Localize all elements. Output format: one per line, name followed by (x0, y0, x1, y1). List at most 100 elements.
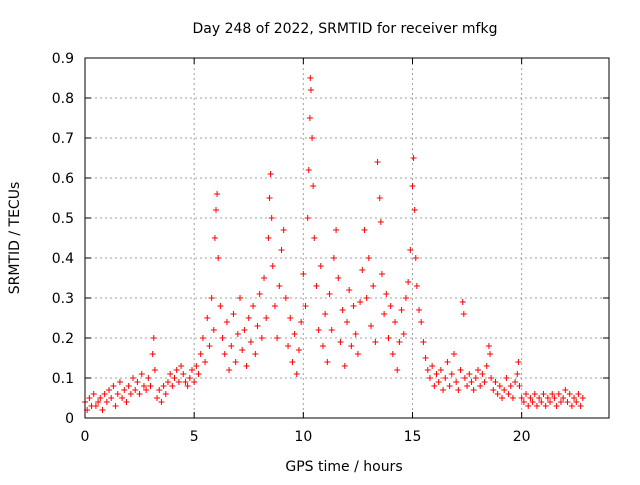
y-tick-label: 0.4 (52, 251, 74, 267)
data-point (271, 303, 278, 309)
data-point (125, 383, 132, 389)
data-point (450, 351, 457, 357)
data-point (202, 359, 209, 365)
data-point (555, 391, 562, 397)
data-point (245, 315, 252, 321)
data-point (344, 319, 350, 325)
data-point (173, 367, 180, 373)
data-point (307, 87, 314, 93)
data-point (459, 299, 466, 305)
data-points (82, 75, 586, 413)
data-point (514, 371, 521, 377)
y-tick-label: 0.2 (52, 331, 74, 347)
x-tick-label: 10 (294, 429, 312, 445)
data-point (132, 387, 139, 393)
data-point (121, 387, 128, 393)
data-point (214, 191, 221, 197)
data-point (92, 403, 99, 409)
data-point (335, 275, 342, 281)
data-point (509, 395, 516, 401)
data-point (221, 351, 228, 357)
data-point (328, 327, 335, 333)
data-point (363, 295, 370, 301)
data-point (420, 339, 427, 345)
data-point (230, 311, 237, 317)
data-point (529, 399, 536, 405)
data-point (536, 395, 543, 401)
data-point (298, 319, 305, 325)
data-point (213, 207, 219, 213)
data-point (376, 195, 383, 201)
data-point (333, 227, 340, 233)
data-point (319, 343, 326, 349)
data-point (568, 403, 575, 409)
data-point (547, 399, 554, 405)
data-point (211, 235, 218, 241)
data-point (431, 383, 438, 389)
data-point (487, 351, 494, 357)
data-point (411, 207, 418, 213)
data-point (276, 283, 283, 289)
data-point (164, 379, 171, 385)
data-point (106, 387, 113, 393)
x-tick-label: 15 (404, 429, 422, 445)
data-point (160, 383, 167, 389)
data-point (442, 375, 449, 381)
grid-layer (85, 58, 609, 418)
data-point (516, 383, 523, 389)
data-point (544, 395, 551, 401)
data-point (282, 295, 289, 301)
data-point (274, 335, 281, 341)
data-point (507, 383, 514, 389)
data-point (479, 371, 486, 377)
data-point (499, 395, 506, 401)
data-point (453, 379, 460, 385)
data-point (114, 391, 121, 397)
data-point (268, 215, 275, 221)
data-point (175, 379, 182, 385)
data-point (494, 391, 501, 397)
x-axis-label: GPS time / hours (285, 459, 402, 475)
data-point (490, 387, 497, 393)
data-point (485, 343, 492, 349)
data-point (162, 391, 169, 397)
data-point (392, 319, 399, 325)
data-point (396, 339, 403, 345)
data-point (365, 255, 372, 261)
y-tick-label: 0.7 (52, 131, 74, 147)
data-point (557, 399, 564, 405)
data-point (158, 399, 165, 405)
data-point (566, 391, 573, 397)
data-point (239, 347, 246, 353)
data-point (182, 379, 189, 385)
y-axis-label: SRMTID / TECUs (7, 182, 23, 295)
data-point (309, 135, 316, 141)
y-tick-label: 0 (65, 411, 74, 427)
data-point (460, 311, 467, 317)
data-point (466, 371, 473, 377)
data-point (289, 359, 296, 365)
data-point (101, 391, 108, 397)
data-point (254, 323, 261, 329)
y-tick-label: 0.8 (52, 91, 74, 107)
data-point (538, 399, 545, 405)
data-point (426, 375, 433, 381)
data-point (387, 303, 394, 309)
data-point (337, 339, 344, 345)
data-point (263, 315, 270, 321)
y-axis: 0 0.1 0.2 0.3 0.4 0.5 0.6 0.7 0.8 0.9 (52, 51, 609, 427)
data-point (405, 279, 412, 285)
data-point (134, 379, 141, 385)
data-point (241, 327, 248, 333)
data-point (127, 391, 134, 397)
data-point (455, 387, 462, 393)
data-point (531, 391, 538, 397)
data-point (483, 363, 490, 369)
data-point (385, 335, 392, 341)
data-point (322, 311, 329, 317)
data-point (110, 383, 117, 389)
y-tick-label: 0.1 (52, 371, 74, 387)
data-point (503, 375, 510, 381)
